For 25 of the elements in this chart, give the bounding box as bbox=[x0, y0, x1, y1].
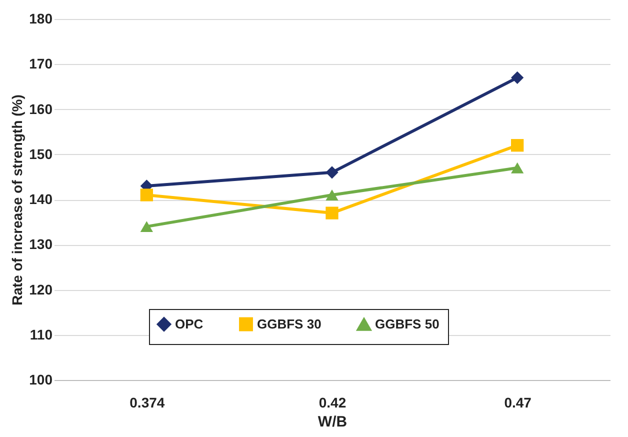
legend-label: OPC bbox=[175, 316, 204, 332]
point bbox=[511, 71, 524, 84]
y-tick-label: 150 bbox=[29, 146, 53, 162]
point bbox=[326, 206, 338, 220]
y-tick-label: 110 bbox=[30, 326, 53, 342]
x-axis-title: W/B bbox=[318, 414, 348, 430]
legend-label: GGBFS 50 bbox=[375, 316, 440, 332]
y-tick-label: 100 bbox=[29, 372, 53, 388]
x-tick-label: 0.47 bbox=[504, 394, 532, 410]
y-tick-label: 120 bbox=[29, 281, 53, 298]
y-tick-label: 140 bbox=[29, 191, 53, 207]
point bbox=[511, 162, 524, 174]
point bbox=[326, 166, 338, 179]
y-tick-label: 180 bbox=[29, 10, 53, 26]
y-tick-label: 160 bbox=[29, 100, 53, 117]
point bbox=[140, 188, 153, 202]
point bbox=[140, 221, 153, 232]
y-tick-label: 170 bbox=[29, 56, 53, 72]
legend-label: GGBFS 30 bbox=[257, 316, 322, 332]
x-tick-label: 0.42 bbox=[318, 394, 346, 410]
point bbox=[326, 190, 338, 200]
y-axis-title: Rate of increase of strength (%) bbox=[9, 94, 26, 306]
x-tick-label: 0.374 bbox=[130, 394, 165, 410]
y-tick-label: 130 bbox=[29, 236, 53, 252]
point bbox=[511, 139, 524, 152]
